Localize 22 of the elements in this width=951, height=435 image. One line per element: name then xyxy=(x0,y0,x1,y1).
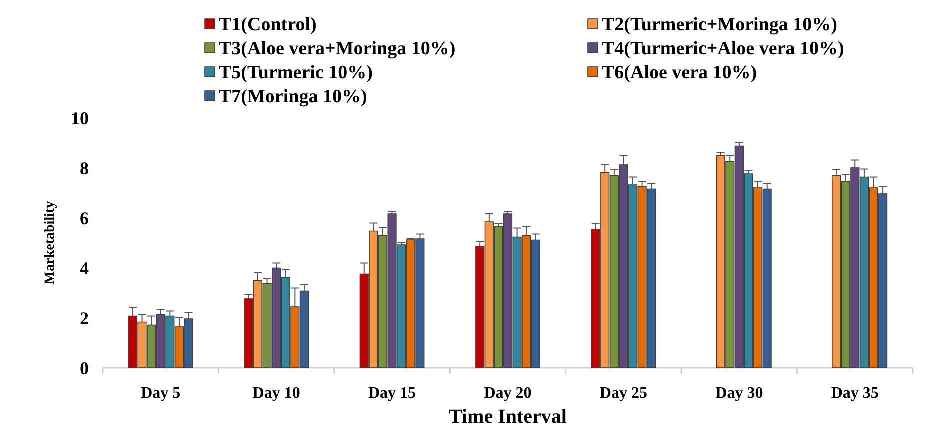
y-tick-label: 10 xyxy=(71,108,89,128)
x-tick-label: Day 20 xyxy=(484,385,532,402)
x-axis-title: Time Interval xyxy=(449,406,568,428)
x-tick-label: Day 10 xyxy=(252,385,300,402)
legend-label: T7(Moringa 10%) xyxy=(219,86,368,108)
y-tick-label: 2 xyxy=(80,308,89,328)
legend-label: T3(Aloe vera+Moringa 10%) xyxy=(219,38,456,60)
y-tick-label: 6 xyxy=(80,208,89,228)
x-tick-label: Day 30 xyxy=(716,385,764,402)
x-tick-label: Day 5 xyxy=(141,385,181,402)
legend-label: T4(Turmeric+Aloe vera 10%) xyxy=(602,38,844,60)
y-axis-title: Marketability xyxy=(43,201,58,285)
legend-label: T6(Aloe vera 10%) xyxy=(602,62,758,84)
y-tick-label: 4 xyxy=(80,258,89,278)
y-tick-label: 0 xyxy=(80,358,89,378)
y-tick-label: 8 xyxy=(80,158,89,178)
legend-label: T2(Turmeric+Moringa 10%) xyxy=(602,14,838,36)
x-tick-label: Day 35 xyxy=(831,385,879,402)
x-tick-label: Day 15 xyxy=(368,385,416,402)
legend-label: T5(Turmeric 10%) xyxy=(219,62,373,84)
x-tick-label: Day 25 xyxy=(600,385,648,402)
legend-label: T1(Control) xyxy=(219,14,317,36)
